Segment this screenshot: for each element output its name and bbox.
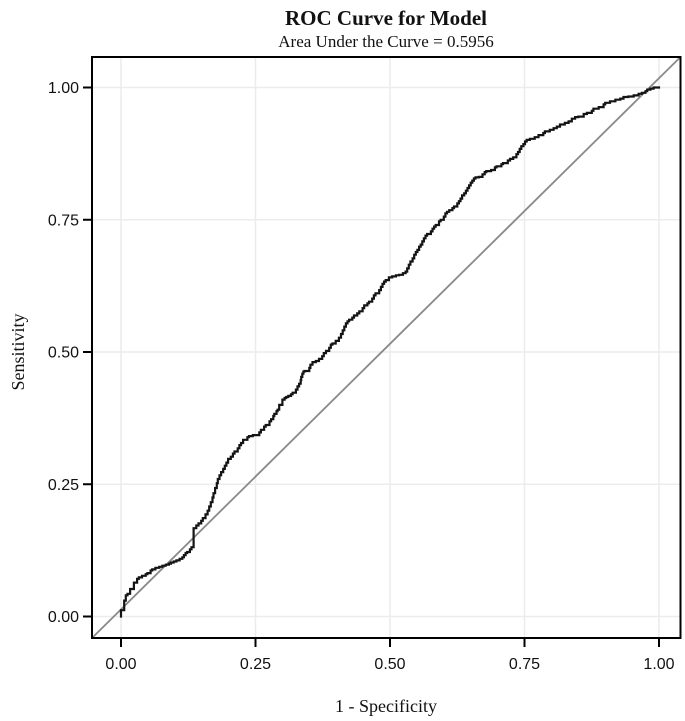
- tick-layer: [83, 86, 660, 647]
- x-tick-label: 0.25: [240, 656, 271, 673]
- y-tick-label: 0.25: [48, 477, 79, 494]
- chance-diagonal-line: [91, 56, 682, 639]
- chart-subtitle: Area Under the Curve = 0.5956: [278, 32, 493, 51]
- x-axis-title: 1 - Specificity: [335, 696, 437, 716]
- tick-label-layer: 0.00 0.25 0.50 0.75 1.00 0.00 0.25 0.50 0.75 1.00: [48, 80, 675, 673]
- y-axis-title: Sensitivity: [8, 313, 28, 390]
- roc-curve-path: [119, 86, 661, 618]
- plot-frame: [91, 56, 682, 639]
- y-tick-label: 1.00: [48, 80, 79, 97]
- y-tick-label: 0.75: [48, 212, 79, 229]
- y-tick-label: 0.00: [48, 609, 79, 626]
- x-tick-label: 0.75: [509, 656, 540, 673]
- grid-layer: [92, 57, 681, 638]
- x-tick-label: 1.00: [643, 656, 674, 673]
- y-tick-label: 0.50: [48, 345, 79, 362]
- x-tick-label: 0.00: [105, 656, 136, 673]
- x-tick-label: 0.50: [374, 656, 405, 673]
- chart-title: ROC Curve for Model: [285, 6, 487, 30]
